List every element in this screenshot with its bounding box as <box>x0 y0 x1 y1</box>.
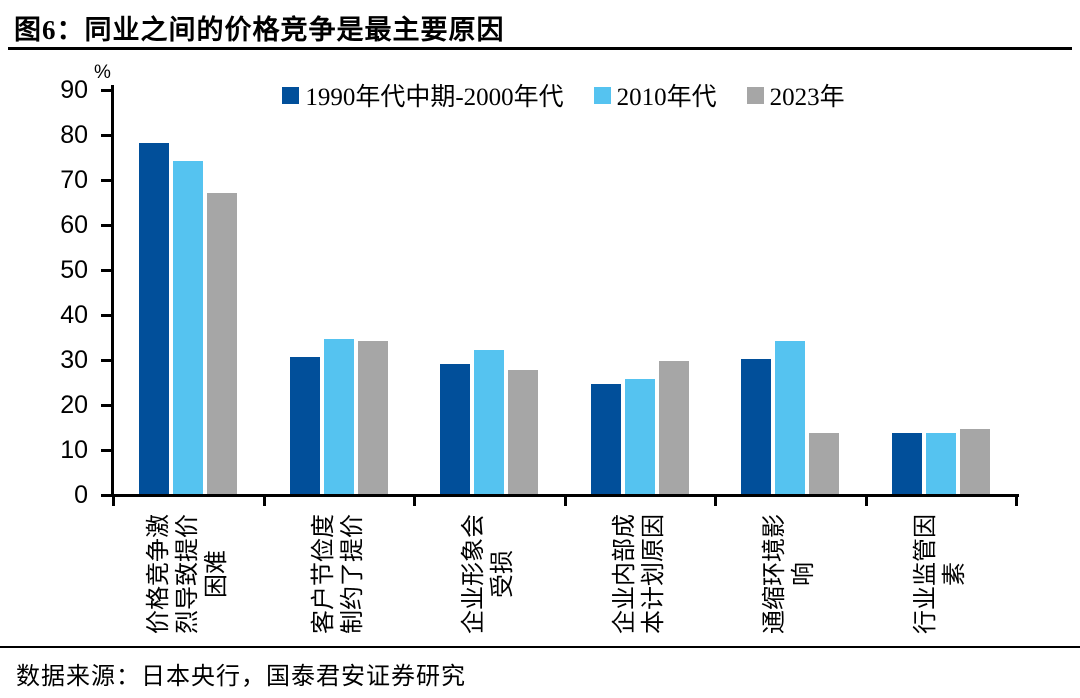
y-axis-unit-label: % <box>94 62 111 83</box>
y-tick <box>101 449 113 452</box>
y-tick-label: 70 <box>60 166 88 194</box>
y-tick <box>101 134 113 137</box>
legend-label: 2010年代 <box>616 84 717 111</box>
y-tick <box>101 179 113 182</box>
legend-label: 1990年代中期-2000年代 <box>305 84 564 111</box>
x-tick <box>714 494 717 506</box>
bar <box>474 350 505 494</box>
x-axis-category-label-text: 通缩环境影 响 <box>762 514 818 634</box>
y-tick <box>101 359 113 362</box>
legend-item: 2010年代 <box>593 77 717 113</box>
y-tick-label: 10 <box>60 436 88 464</box>
y-tick-label: 30 <box>60 346 88 374</box>
legend-swatch <box>746 86 764 104</box>
bar <box>959 428 990 494</box>
y-tick-label: 20 <box>60 391 88 419</box>
bar <box>891 433 922 494</box>
legend-swatch <box>282 86 300 104</box>
bar <box>139 143 170 494</box>
bar <box>925 433 956 494</box>
y-tick-label: 50 <box>60 256 88 284</box>
figure-title: 图6：同业之间的价格竞争是最主要原因 <box>14 15 505 45</box>
x-tick <box>262 494 266 506</box>
y-tick <box>101 224 113 227</box>
y-axis-line <box>111 85 114 497</box>
bar <box>173 161 204 494</box>
bar <box>809 433 840 494</box>
bar <box>590 383 621 494</box>
bar <box>658 361 689 494</box>
x-tick <box>413 494 416 506</box>
y-tick <box>101 404 113 407</box>
title-underline <box>8 47 1072 50</box>
bar <box>508 370 539 494</box>
y-tick-label: 60 <box>60 211 88 239</box>
bar <box>624 379 655 494</box>
data-source: 数据来源：日本央行，国泰君安证券研究 <box>16 664 466 690</box>
x-axis-category-label-text: 行业监管因 素 <box>912 514 968 634</box>
x-tick <box>563 494 567 506</box>
bar <box>775 341 806 494</box>
x-axis-category-label-text: 价格竞争激 烈导致提价 困难 <box>145 514 230 634</box>
bar <box>207 192 238 494</box>
bar <box>357 341 388 494</box>
y-tick-label: 40 <box>60 301 88 329</box>
x-tick <box>1015 494 1018 506</box>
bar <box>741 359 772 494</box>
footer-rule <box>0 646 1080 648</box>
y-tick <box>101 314 113 317</box>
y-tick-label: 0 <box>74 481 88 509</box>
y-tick-label: 90 <box>60 76 88 104</box>
bar <box>289 356 320 494</box>
legend-label: 2023年 <box>769 84 845 111</box>
bar <box>440 363 471 494</box>
x-axis-category-label-text: 企业内部成 本计划原因 <box>611 514 667 634</box>
y-tick <box>101 89 113 92</box>
bar-chart: % 1990年代中期-2000年代 2010年代 2023年 0 10 20 30 40 50… <box>0 52 1080 648</box>
x-axis-category-label-text: 企业形象会 受损 <box>461 514 517 634</box>
y-tick <box>101 494 113 497</box>
y-tick <box>101 269 113 272</box>
y-tick-label: 80 <box>60 121 88 149</box>
legend-item: 1990年代中期-2000年代 <box>282 77 564 113</box>
x-tick <box>112 494 115 506</box>
legend-item: 2023年 <box>746 77 845 113</box>
x-tick <box>864 494 868 506</box>
x-axis-category-label-text: 客户节俭度 制约了提价 <box>310 514 366 634</box>
chart-legend: 1990年代中期-2000年代 2010年代 2023年 <box>113 77 1014 113</box>
bar <box>323 338 354 494</box>
legend-swatch <box>593 86 611 104</box>
